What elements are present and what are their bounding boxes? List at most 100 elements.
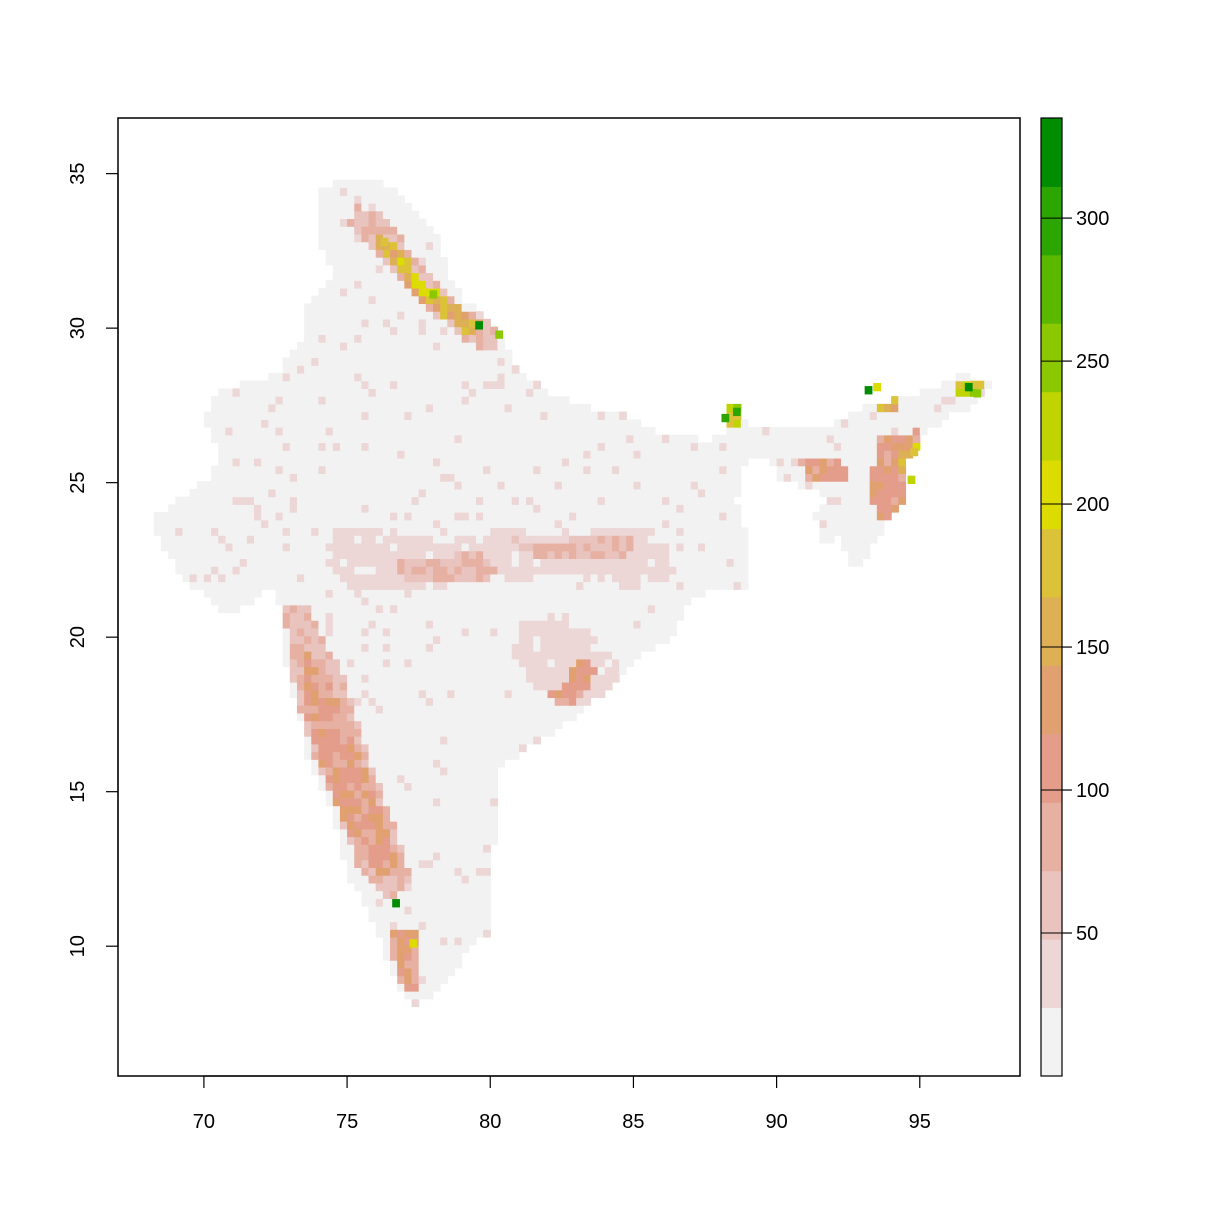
raster-cell (604, 643, 613, 652)
raster-cell (561, 666, 570, 675)
raster-cell (318, 759, 327, 768)
raster-cell (232, 496, 241, 505)
raster-cell (475, 658, 484, 668)
raster-cell (497, 597, 506, 606)
raster-cell (526, 573, 534, 583)
raster-cell (518, 396, 527, 405)
raster-cell (926, 411, 935, 420)
raster-cell (375, 836, 384, 845)
raster-cell (461, 774, 470, 784)
raster-cell (354, 635, 362, 644)
raster-cell (246, 457, 255, 467)
raster-cell (425, 627, 434, 637)
raster-cell (461, 496, 470, 505)
raster-cell (254, 457, 262, 467)
raster-cell (576, 643, 584, 652)
raster-cell (468, 342, 477, 351)
raster-cell (397, 921, 405, 930)
raster-cell (576, 542, 584, 552)
raster-cell (719, 535, 728, 544)
raster-cell (447, 419, 456, 428)
raster-peak-cell (392, 899, 400, 908)
raster-cell (382, 396, 391, 405)
raster-cell (640, 550, 649, 559)
raster-cell (490, 442, 499, 451)
raster-cell (332, 202, 341, 212)
raster-cell (841, 535, 849, 544)
raster-cell (325, 496, 334, 505)
raster-cell (232, 535, 241, 544)
raster-cell (569, 535, 577, 544)
raster-cell (411, 450, 420, 459)
raster-cell (883, 427, 892, 436)
raster-cell (296, 620, 305, 629)
raster-peak-cell (409, 939, 418, 948)
raster-cell (404, 566, 413, 575)
raster-cell (404, 597, 413, 606)
raster-cell (211, 488, 219, 498)
raster-cell (454, 751, 463, 760)
legend-tick-label: 300 (1076, 208, 1109, 230)
raster-cell (404, 751, 413, 760)
raster-cell (404, 705, 413, 714)
raster-cell (361, 828, 370, 838)
raster-cell (368, 898, 377, 907)
raster-peak-cell (475, 321, 483, 330)
raster-cell (368, 759, 377, 768)
raster-cell (425, 751, 434, 760)
raster-cell (304, 342, 312, 351)
raster-cell (447, 558, 456, 567)
raster-cell (404, 257, 413, 266)
raster-cell (332, 658, 341, 668)
raster-cell (425, 604, 434, 614)
raster-cell (404, 960, 413, 969)
raster-cell (368, 295, 377, 305)
raster-cell (447, 542, 456, 552)
raster-cell (869, 519, 878, 529)
raster-cell (855, 419, 864, 428)
raster-cell (690, 550, 699, 559)
raster-cell (425, 249, 434, 258)
raster-cell (447, 913, 456, 923)
raster-cell (440, 797, 448, 807)
raster-cell (261, 411, 269, 420)
raster-cell (826, 519, 835, 529)
raster-cell (404, 589, 413, 598)
raster-cell (390, 882, 398, 892)
raster-cell (733, 512, 742, 521)
raster-cell (318, 473, 327, 482)
raster-cell (848, 488, 856, 498)
raster-cell (669, 481, 677, 490)
raster-cell (203, 504, 212, 513)
raster-cell (597, 581, 606, 590)
raster-cell (404, 427, 413, 436)
raster-cell (368, 272, 377, 281)
raster-cell (175, 504, 184, 513)
raster-cell (533, 542, 541, 552)
raster-cell (296, 465, 305, 474)
raster-cell (382, 326, 391, 335)
raster-cell (368, 890, 377, 899)
raster-cell (533, 419, 541, 428)
raster-cell (339, 334, 348, 343)
raster-cell (526, 689, 534, 699)
raster-cell (640, 620, 649, 629)
raster-cell (483, 790, 491, 799)
raster-cell (898, 411, 907, 420)
raster-cell (540, 635, 549, 644)
raster-cell (339, 828, 348, 838)
raster-cell (418, 728, 427, 737)
raster-cell (339, 766, 348, 776)
raster-cell (468, 504, 477, 513)
raster-cell (218, 488, 226, 498)
raster-cell (354, 272, 362, 281)
raster-cell (411, 380, 420, 390)
raster-cell (411, 573, 420, 583)
raster-cell (368, 573, 377, 583)
raster-cell (311, 627, 320, 637)
raster-cell (432, 233, 441, 243)
raster-cell (432, 427, 441, 436)
raster-cell (962, 396, 971, 405)
raster-cell (468, 481, 477, 490)
raster-cell (268, 427, 277, 436)
